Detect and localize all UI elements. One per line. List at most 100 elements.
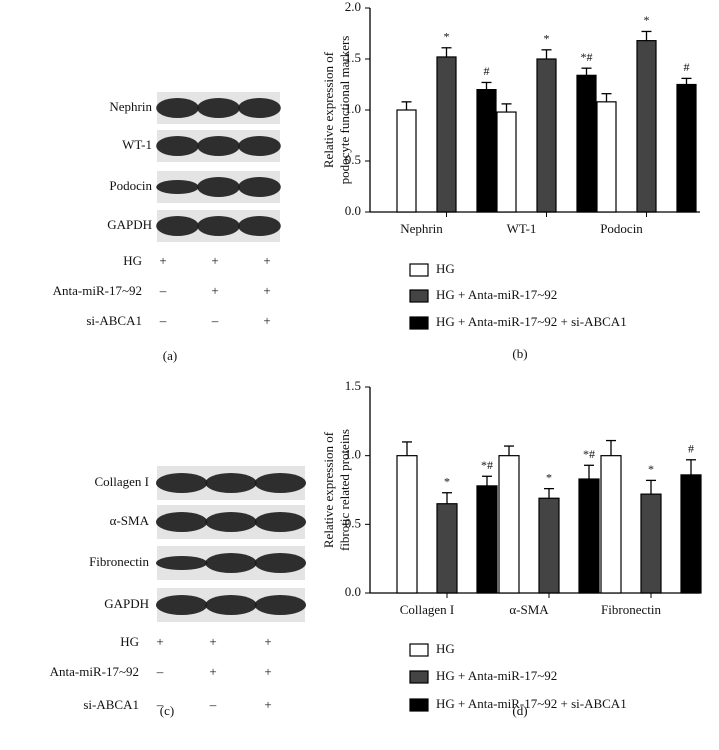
bar xyxy=(396,109,417,213)
legend-swatch xyxy=(409,670,429,684)
treatment-mark: + xyxy=(209,634,216,649)
bar xyxy=(538,497,560,594)
blot-row-label: WT-1 xyxy=(122,137,152,152)
blot-row-label: GAPDH xyxy=(104,596,149,611)
legend-label: HG + Anta-miR-17~92 + si-ABCA1 xyxy=(436,314,627,329)
blot-band xyxy=(205,473,257,493)
treatment-mark: + xyxy=(264,664,271,679)
blot-band xyxy=(238,136,281,156)
bar xyxy=(680,474,702,594)
legend-swatch xyxy=(409,643,429,657)
y-axis-label: Relative expression of xyxy=(321,431,336,548)
bar xyxy=(436,56,457,213)
bar xyxy=(476,485,498,594)
treatment-mark: – xyxy=(211,313,219,328)
blot-band xyxy=(238,177,281,197)
blot-band xyxy=(197,177,240,197)
treatment-mark: + xyxy=(264,697,271,712)
treatment-mark: + xyxy=(264,634,271,649)
blot-band xyxy=(156,98,199,118)
blot-band xyxy=(156,216,199,236)
treatment-label: Anta-miR-17~92 xyxy=(50,664,139,679)
legend-label: HG xyxy=(436,261,455,276)
y-axis-label: podocyte functional markers xyxy=(337,36,352,185)
blot-band xyxy=(254,553,306,573)
y-tick-label: 1.5 xyxy=(345,50,361,65)
blot-band xyxy=(156,556,208,570)
bar xyxy=(498,455,520,594)
blot-row-label: α-SMA xyxy=(110,513,150,528)
treatment-mark: + xyxy=(211,253,218,268)
blot-band xyxy=(197,136,240,156)
bar xyxy=(600,455,622,594)
significance-mark: * xyxy=(444,30,450,44)
bar xyxy=(536,58,557,213)
significance-mark: *# xyxy=(481,458,493,472)
y-tick-label: 1.5 xyxy=(345,378,361,393)
treatment-mark: – xyxy=(159,313,167,328)
significance-mark: * xyxy=(644,13,650,27)
blot-band xyxy=(254,512,306,532)
y-tick-label: 2.0 xyxy=(345,0,361,14)
panel-label: (a) xyxy=(163,348,177,363)
significance-mark: # xyxy=(688,442,694,456)
blot-row-label: Collagen I xyxy=(94,474,149,489)
treatment-mark: + xyxy=(209,664,216,679)
y-tick-label: 0.5 xyxy=(345,152,361,167)
blot-band xyxy=(238,216,281,236)
legend-label: HG + Anta-miR-17~92 + si-ABCA1 xyxy=(436,696,627,711)
x-tick-label: Fibronectin xyxy=(601,602,661,617)
blot-band xyxy=(156,180,199,194)
y-tick-label: 0.5 xyxy=(345,515,361,530)
blot-band xyxy=(254,473,306,493)
panel-label: (c) xyxy=(160,703,174,718)
treatment-label: HG xyxy=(123,253,142,268)
x-tick-label: Podocin xyxy=(600,221,643,236)
bar xyxy=(396,455,418,594)
significance-mark: # xyxy=(484,64,490,78)
legend-label: HG xyxy=(436,641,455,656)
blot-row-label: Nephrin xyxy=(109,99,152,114)
y-axis-label: Relative expression of xyxy=(321,51,336,168)
legend-swatch xyxy=(409,289,429,303)
blot-band xyxy=(156,473,208,493)
x-tick-label: α-SMA xyxy=(509,602,549,617)
blot-band xyxy=(156,136,199,156)
y-axis-label: fibrotic related proteins xyxy=(337,429,352,551)
bar xyxy=(676,83,697,213)
blot-row-label: Podocin xyxy=(109,178,152,193)
y-tick-label: 0.0 xyxy=(345,584,361,599)
legend-label: HG + Anta-miR-17~92 xyxy=(436,287,557,302)
blot-band xyxy=(238,98,281,118)
significance-mark: *# xyxy=(583,447,595,461)
treatment-mark: – xyxy=(159,283,167,298)
bar xyxy=(640,493,662,594)
x-tick-label: Collagen I xyxy=(400,602,455,617)
x-tick-label: Nephrin xyxy=(400,221,443,236)
blot-band xyxy=(254,595,306,615)
bar xyxy=(496,111,517,213)
significance-mark: * xyxy=(444,474,450,488)
y-tick-label: 1.0 xyxy=(345,101,361,116)
significance-mark: # xyxy=(684,60,690,74)
treatment-label: si-ABCA1 xyxy=(83,697,139,712)
significance-mark: * xyxy=(544,32,550,46)
treatment-mark: – xyxy=(209,697,217,712)
blot-row-label: GAPDH xyxy=(107,217,152,232)
treatment-mark: – xyxy=(156,697,164,712)
treatment-label: HG xyxy=(120,634,139,649)
significance-mark: * xyxy=(546,470,552,484)
blot-band xyxy=(197,98,240,118)
y-tick-label: 1.0 xyxy=(345,447,361,462)
treatment-label: si-ABCA1 xyxy=(86,313,142,328)
bar xyxy=(476,88,497,213)
legend-swatch xyxy=(409,698,429,712)
bar xyxy=(578,478,600,594)
blot-band xyxy=(156,595,208,615)
treatment-mark: + xyxy=(211,283,218,298)
bar xyxy=(596,101,617,213)
treatment-mark: – xyxy=(156,664,164,679)
legend-swatch xyxy=(409,316,429,330)
